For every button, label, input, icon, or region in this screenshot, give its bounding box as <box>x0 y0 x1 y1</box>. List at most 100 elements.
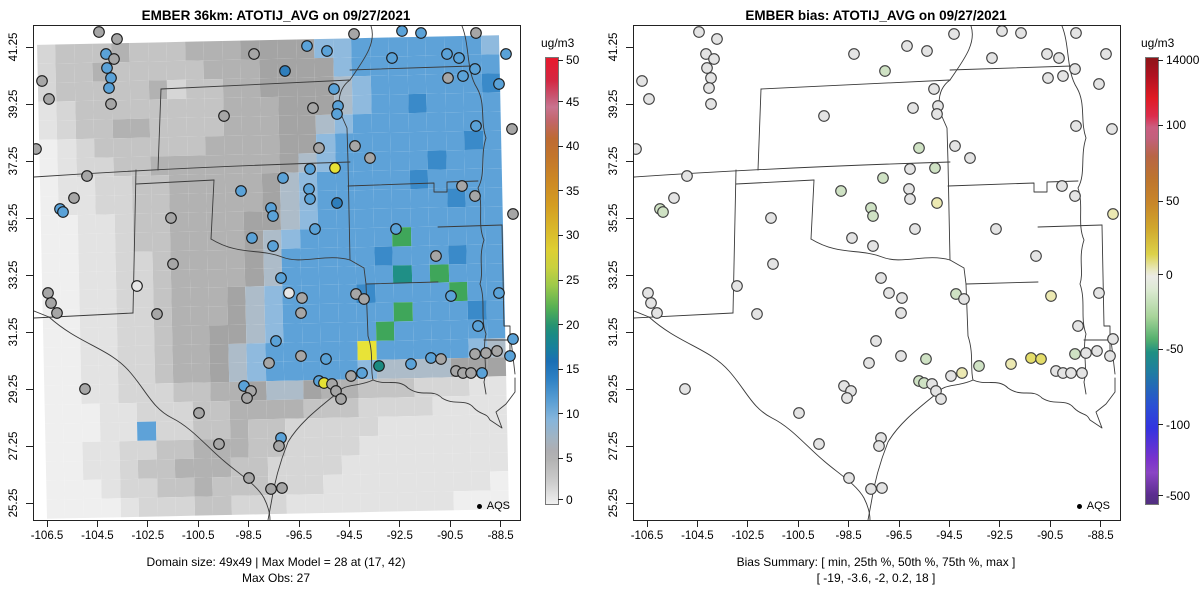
aqs-station-point <box>504 350 516 362</box>
bias-panel-title: EMBER bias: ATOTIJ_AVG on 09/27/2021 <box>745 8 1007 23</box>
colorbar-tick <box>1158 348 1163 350</box>
aqs-station-point <box>903 183 915 195</box>
aqs-station-point <box>348 28 360 40</box>
aqs-station-point <box>1091 345 1103 357</box>
colorbar-tick <box>558 457 563 459</box>
x-axis-tick <box>848 520 850 527</box>
aqs-station-point <box>304 163 316 175</box>
aqs-station-point <box>279 65 291 77</box>
aqs-station-point <box>213 438 225 450</box>
aqs-station-point <box>364 152 376 164</box>
aqs-station-point <box>1070 27 1082 39</box>
aqs-station-point <box>863 357 875 369</box>
y-axis-tick <box>26 217 33 219</box>
aqs-station-point <box>246 232 258 244</box>
aqs-station-point <box>948 28 960 40</box>
aqs-station-point <box>1080 347 1092 359</box>
aqs-station-point <box>79 383 91 395</box>
aqs-station-point <box>920 353 932 365</box>
aqs-dot-icon <box>1076 503 1082 509</box>
aqs-station-point <box>636 75 648 87</box>
aqs-station-point <box>1106 123 1118 135</box>
aqs-station-point <box>1072 320 1084 332</box>
x-axis-tick <box>646 520 648 527</box>
aqs-station-point <box>151 308 163 320</box>
aqs-station-point <box>390 223 402 235</box>
aqs-station-point <box>867 210 879 222</box>
colorbar-tick-label: -100 <box>1166 417 1191 432</box>
aqs-station-point <box>1053 52 1065 64</box>
aqs-station-point <box>131 280 143 292</box>
aqs-station-point <box>835 185 847 197</box>
aqs-station-point <box>907 102 919 114</box>
colorbar-tick-label: 100 <box>1166 118 1187 133</box>
x-axis-tick <box>747 520 749 527</box>
aqs-station-point <box>435 353 447 365</box>
aqs-station-point <box>1015 27 1027 39</box>
aqs-legend-label: AQS <box>1086 500 1110 512</box>
aqs-station-point <box>865 483 877 495</box>
y-axis-tick-label: 41.25 <box>608 32 620 62</box>
state-borders <box>634 26 1119 520</box>
aqs-station-point <box>765 212 777 224</box>
aqs-legend: AQS <box>476 500 510 512</box>
aqs-station-point <box>430 250 442 262</box>
aqs-station-point <box>320 353 332 365</box>
y-axis-tick-label: 31.25 <box>8 317 20 347</box>
colorbar-tick-label: 14000 <box>1166 53 1200 68</box>
aqs-station-point <box>276 482 288 494</box>
aqs-station-point <box>263 357 275 369</box>
y-axis-tick <box>626 331 633 333</box>
y-axis-tick <box>626 46 633 48</box>
aqs-station-point <box>1045 290 1057 302</box>
aqs-station-point <box>701 62 713 74</box>
bias-caption-line1: Bias Summary: [ min, 25th %, 50th %, 75t… <box>736 555 1016 569</box>
aqs-station-point <box>705 98 717 110</box>
aqs-station-point <box>929 162 941 174</box>
x-axis-tick <box>197 520 199 527</box>
x-axis-tick <box>500 520 502 527</box>
aqs-station-point <box>218 110 230 122</box>
aqs-station-point <box>1107 208 1119 220</box>
aqs-dot-icon <box>476 503 482 509</box>
aqs-station-point <box>506 123 518 135</box>
aqs-station-point <box>1076 367 1088 379</box>
colorbar-tick-label: 15 <box>566 362 580 377</box>
aqs-station-point <box>51 307 63 319</box>
aqs-station-point <box>265 483 277 495</box>
y-axis-tick <box>26 160 33 162</box>
aqs-station-point <box>645 297 657 309</box>
aqs-station-point <box>275 272 287 284</box>
aqs-station-point <box>331 108 343 120</box>
aqs-station-point <box>876 482 888 494</box>
aqs-station-point <box>1070 120 1082 132</box>
aqs-station-point <box>1065 367 1077 379</box>
aqs-station-point <box>309 223 321 235</box>
x-axis-tick <box>999 520 1001 527</box>
x-axis-tick <box>298 520 300 527</box>
colorbar-tick-label: 50 <box>566 53 580 68</box>
aqs-station-point <box>895 350 907 362</box>
aqs-station-point <box>453 52 465 64</box>
aqs-station-point <box>990 223 1002 235</box>
aqs-station-point <box>396 26 408 37</box>
x-axis-tick-label: -90.5 <box>437 530 464 542</box>
aqs-station-point <box>472 320 484 332</box>
x-axis-tick-label: -98.5 <box>235 530 262 542</box>
aqs-station-point <box>480 347 492 359</box>
aqs-station-point <box>469 63 481 75</box>
aqs-station-point <box>373 360 385 372</box>
aqs-station-point <box>877 172 889 184</box>
x-axis-tick-label: -96.5 <box>885 530 913 542</box>
aqs-station-point <box>267 240 279 252</box>
aqs-station-point <box>283 287 295 299</box>
y-axis-tick-label: 25.25 <box>8 488 20 518</box>
colorbar-tick <box>1158 59 1163 61</box>
aqs-station-point <box>108 53 120 65</box>
y-axis-tick-label: 25.25 <box>608 488 620 518</box>
x-axis-tick-label: -92.5 <box>386 530 413 542</box>
aqs-station-point <box>945 370 957 382</box>
bias-map: AQS <box>633 25 1121 521</box>
aqs-station-point <box>767 258 779 270</box>
